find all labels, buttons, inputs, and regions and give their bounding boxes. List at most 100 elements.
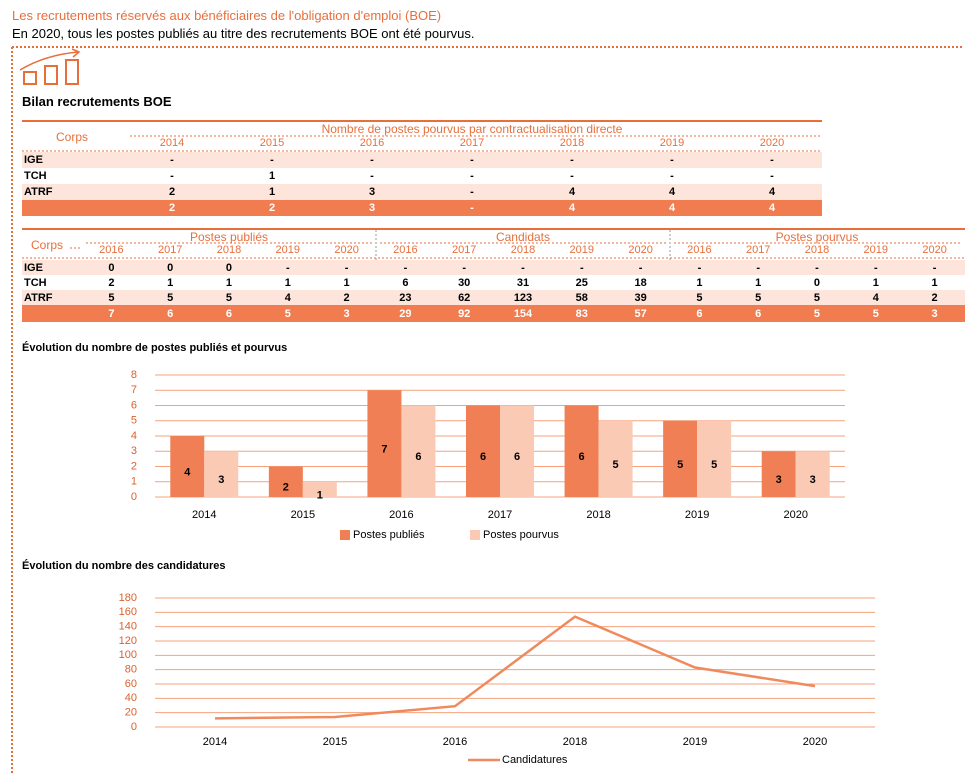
- row-label: IGE: [24, 261, 43, 274]
- year-header: 2015: [259, 137, 285, 149]
- bar: [598, 420, 633, 497]
- y-tick-label: 100: [119, 649, 137, 661]
- total-cell: 6: [225, 307, 233, 320]
- bar-label: 3: [810, 474, 816, 486]
- row-label: IGE: [24, 154, 43, 166]
- table-cell: -: [370, 154, 374, 166]
- y-tick-label: 6: [131, 399, 137, 411]
- table-cell: 5: [167, 291, 174, 304]
- row-label: TCH: [24, 170, 47, 182]
- table-cell: 123: [513, 291, 533, 304]
- table-cell: 0: [813, 276, 821, 289]
- icon: [19, 48, 81, 85]
- year-header: 2016: [99, 244, 124, 256]
- group-header: Postes pourvus: [775, 229, 859, 244]
- subtitle: En 2020, tous les postes publiés au titr…: [12, 26, 475, 41]
- group-header: Postes publiés: [189, 229, 269, 244]
- table-cell: -: [932, 261, 937, 274]
- y-tick-label: 5: [131, 415, 137, 427]
- table-cell: 1: [931, 276, 938, 289]
- x-tick-label: 2015: [291, 509, 315, 521]
- year-header: 2019: [863, 244, 889, 256]
- x-tick-label: 2016: [443, 736, 467, 748]
- table-cell: -: [170, 170, 174, 182]
- table-cell: -: [697, 261, 702, 274]
- table-cell: -: [815, 261, 819, 274]
- year-header: 2018: [216, 244, 242, 256]
- y-tick-label: 4: [131, 430, 137, 442]
- legend-label: Postes publiés: [353, 529, 425, 541]
- bar-label: 6: [480, 451, 486, 463]
- bar: [204, 451, 239, 497]
- table-cell: 2: [108, 276, 115, 289]
- table-cell: 30: [458, 276, 471, 289]
- bar-label: 4: [184, 466, 191, 478]
- bar: [466, 405, 500, 497]
- y-tick-label: 2: [131, 460, 137, 472]
- table-cell: 1: [872, 276, 879, 289]
- bar: [170, 436, 205, 497]
- x-tick-label: 2015: [323, 736, 347, 748]
- year-header: 2020: [759, 137, 785, 149]
- table-cell: 18: [634, 276, 647, 289]
- table-cell: 4: [284, 291, 291, 304]
- year-header: 2018: [559, 137, 585, 149]
- year-header: 2016: [687, 244, 712, 256]
- legend-swatch: [470, 530, 480, 540]
- legend-swatch: [340, 530, 350, 540]
- table-cell: 1: [755, 276, 762, 289]
- table-cell: 2: [343, 291, 350, 304]
- table-cell: 1: [284, 276, 291, 289]
- row-label: ATRF: [24, 291, 53, 304]
- legend-label: Postes pourvus: [483, 529, 559, 541]
- table-cell: -: [462, 261, 467, 274]
- table-cell: 4: [768, 186, 776, 198]
- total-bg: [22, 305, 965, 322]
- table-cell: -: [770, 154, 774, 166]
- row-bg: [22, 168, 822, 184]
- table-cell: -: [370, 170, 374, 182]
- table-cell: 1: [268, 170, 276, 182]
- bar: [564, 405, 599, 497]
- year-header: 2014: [159, 137, 185, 149]
- table-cell: -: [270, 154, 274, 166]
- total-cell: 4: [668, 202, 676, 214]
- bar-label: 3: [218, 474, 224, 486]
- bar-label: 5: [677, 459, 683, 471]
- total-cell: 5: [284, 307, 291, 320]
- table-cell: 1: [167, 276, 174, 289]
- table-cell: 0: [167, 261, 174, 274]
- total-cell: 57: [634, 307, 647, 320]
- table-cell: -: [570, 170, 574, 182]
- table-cell: 5: [225, 291, 233, 304]
- row-bg: [22, 290, 965, 305]
- table-cell: 2: [168, 186, 176, 198]
- total-cell: 3: [368, 202, 376, 214]
- x-tick-label: 2014: [192, 509, 216, 521]
- total-cell: 2: [268, 202, 276, 214]
- bar: [761, 451, 796, 497]
- year-header: 2017: [157, 244, 183, 256]
- year-header: 2016: [359, 137, 385, 149]
- bar: [697, 420, 732, 497]
- year-header: 2020: [922, 244, 947, 256]
- table-cell: -: [470, 154, 474, 166]
- y-tick-label: 60: [125, 678, 137, 690]
- row-label: TCH: [24, 276, 47, 289]
- table-cell: -: [756, 261, 761, 274]
- total-cell: 3: [343, 307, 350, 320]
- row-bg: [22, 275, 965, 290]
- y-tick-label: 7: [131, 384, 137, 396]
- corps-header: Corps: [30, 238, 63, 252]
- y-tick-label: 20: [125, 707, 137, 719]
- bar-label: 5: [711, 459, 717, 471]
- bar-label: 6: [514, 451, 520, 463]
- total-cell: 6: [696, 307, 703, 320]
- table-cell: 6: [402, 276, 409, 289]
- x-tick-label: 2020: [783, 509, 807, 521]
- year-header: 2016: [393, 244, 418, 256]
- table-cell: -: [521, 261, 525, 274]
- table-cell: 4: [872, 291, 879, 304]
